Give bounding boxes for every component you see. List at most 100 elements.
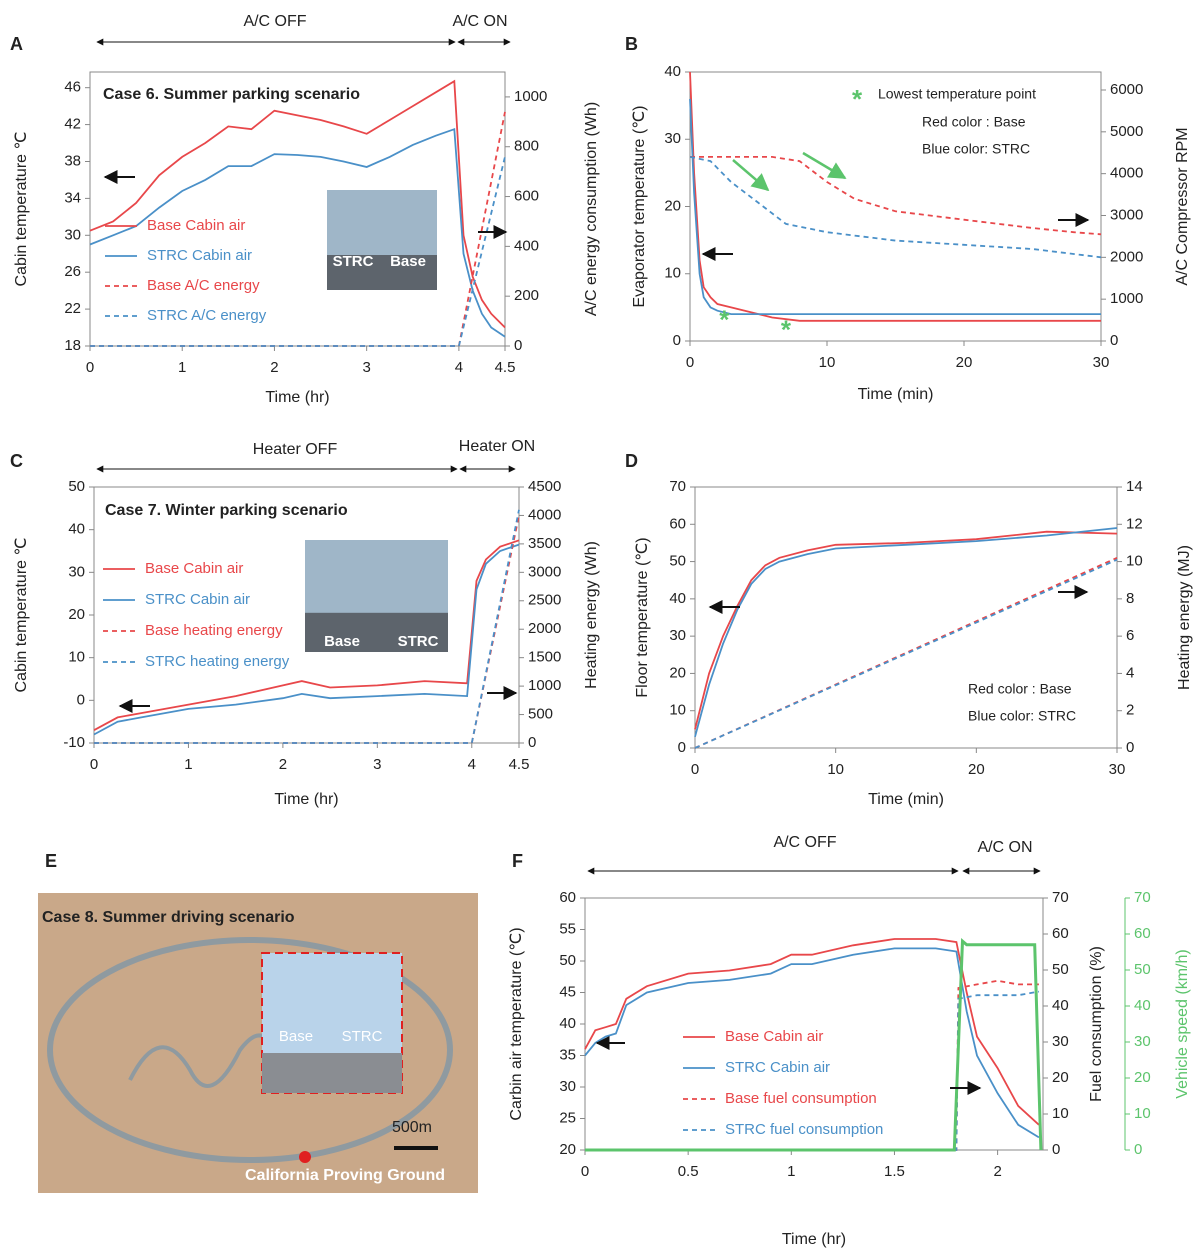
y-tick-label: 20 — [669, 664, 686, 681]
y-tick-label: 46 — [64, 79, 81, 96]
x-tick-label: 1.5 — [884, 1163, 905, 1180]
x-tick-label: 3 — [373, 756, 381, 773]
y-tick-label: 38 — [64, 152, 81, 169]
y2-tick-label: 800 — [514, 138, 539, 155]
x-tick-label: 2 — [993, 1163, 1001, 1180]
y2-tick-label: 1000 — [514, 88, 547, 105]
inset-ground — [327, 255, 437, 290]
x-axis-label: Time (min) — [868, 791, 944, 808]
y2-tick-label: 0 — [1110, 332, 1118, 349]
series-line — [689, 98, 1101, 315]
inset-ground — [262, 1053, 402, 1093]
plot-frame — [694, 486, 1118, 749]
series-line — [93, 539, 520, 731]
x-tick-label: 30 — [1109, 761, 1126, 778]
y2-tick-label: 10 — [1126, 553, 1143, 570]
x-tick-label: 0 — [581, 1163, 589, 1180]
legend-symbol: * — [852, 84, 863, 114]
y2-axis-label: Heating energy (MJ) — [1176, 545, 1193, 690]
y-tick-label: -10 — [63, 734, 85, 751]
legend-label: Base Cabin air — [147, 217, 245, 234]
y2-tick-label: 10 — [1052, 1105, 1069, 1122]
scale-label: 500m — [392, 1119, 432, 1136]
y2-tick-label: 1500 — [528, 649, 561, 666]
y2-tick-label: 0 — [1126, 739, 1134, 756]
series-line — [585, 990, 1040, 1151]
place-label: California Proving Ground — [245, 1167, 445, 1184]
y-tick-label: 0 — [77, 691, 85, 708]
trend-arrow — [802, 151, 847, 180]
legend-label: Lowest temperature point — [878, 86, 1036, 102]
photo-label: Base — [324, 633, 360, 650]
y-tick-label: 60 — [669, 515, 686, 532]
series-line — [585, 938, 1043, 1152]
panel-letter: B — [625, 34, 638, 54]
y2-tick-label: 2000 — [528, 620, 561, 637]
y-tick-label: 50 — [559, 952, 576, 969]
y-tick-label: 55 — [559, 920, 576, 937]
y2-tick-label: 12 — [1126, 515, 1143, 532]
photo-label: STRC — [333, 253, 374, 270]
series-line — [689, 156, 1102, 259]
legend-label: Base fuel consumption — [725, 1090, 877, 1107]
x-tick-label: 0 — [86, 359, 94, 376]
y2-tick-label: 1000 — [528, 677, 561, 694]
y2-tick-label: 60 — [1052, 925, 1069, 942]
x-axis-label: Time (hr) — [782, 1231, 846, 1248]
annotation: A/C ON — [452, 13, 507, 30]
y2-tick-label: 200 — [514, 287, 539, 304]
y-tick-label: 45 — [559, 983, 576, 1000]
y-tick-label: 40 — [68, 521, 85, 538]
panel-letter: D — [625, 451, 638, 471]
y2-tick-label: 500 — [528, 706, 553, 723]
x-tick-label: 4.5 — [495, 359, 516, 376]
y3-axis-label: Vehicle speed (km/h) — [1174, 949, 1191, 1098]
plot-frame — [89, 71, 506, 347]
chart-panel: F 0 0.5 1 1.5 2 20 25 30 35 40 45 50 55 60 0 10 20 30 40 50 6… — [508, 834, 1191, 1248]
y-tick-label: 40 — [559, 1015, 576, 1032]
legend-label: STRC Cabin air — [145, 591, 250, 608]
x-tick-label: 4.5 — [509, 756, 530, 773]
annotation: Case 6. Summer parking scenario — [103, 86, 360, 103]
photo-panel-e: E Case 8. Summer driving scenario Base S… — [38, 851, 478, 1193]
y-tick-label: 20 — [559, 1141, 576, 1158]
annotation: A/C OFF — [773, 834, 836, 851]
y2-tick-label: 40 — [1052, 997, 1069, 1014]
location-dot — [299, 1151, 311, 1163]
y3-tick-label: 60 — [1134, 925, 1151, 942]
y-tick-label: 10 — [669, 702, 686, 719]
y-axis-label: Floor temperature (℃) — [634, 537, 651, 697]
x-axis-label: Time (hr) — [265, 389, 329, 406]
y-tick-label: 20 — [68, 606, 85, 623]
y2-tick-label: 5000 — [1110, 123, 1143, 140]
y3-tick-label: 50 — [1134, 961, 1151, 978]
annotation: Heater OFF — [253, 441, 338, 458]
y-tick-label: 30 — [68, 563, 85, 580]
x-axis-label: Time (hr) — [274, 791, 338, 808]
y2-axis-label: A/C Compressor RPM — [1174, 127, 1191, 285]
legend-label: Base Cabin air — [145, 560, 243, 577]
y-axis-label: Carbin air temperature (℃) — [508, 927, 525, 1120]
panel-letter: C — [10, 451, 23, 471]
trend-arrow — [732, 159, 770, 192]
photo-label: Base — [390, 253, 426, 270]
photo-title: Case 8. Summer driving scenario — [42, 909, 295, 926]
x-axis-label: Time (min) — [858, 386, 934, 403]
y2-tick-label: 0 — [1052, 1141, 1060, 1158]
y-tick-label: 40 — [664, 63, 681, 80]
x-tick-label: 3 — [362, 359, 370, 376]
y-tick-label: 40 — [669, 590, 686, 607]
y3-tick-label: 20 — [1134, 1069, 1151, 1086]
annotation: A/C OFF — [243, 13, 306, 30]
legend-label: Base A/C energy — [147, 277, 260, 294]
y-tick-label: 35 — [559, 1046, 576, 1063]
series-line — [694, 527, 1118, 738]
legend-label: Base Cabin air — [725, 1028, 823, 1045]
x-tick-label: 30 — [1093, 354, 1110, 371]
y3-tick-label: 70 — [1134, 889, 1151, 906]
note: Red color : Base — [922, 114, 1026, 130]
y2-tick-label: 6 — [1126, 627, 1134, 644]
y2-tick-label: 50 — [1052, 961, 1069, 978]
